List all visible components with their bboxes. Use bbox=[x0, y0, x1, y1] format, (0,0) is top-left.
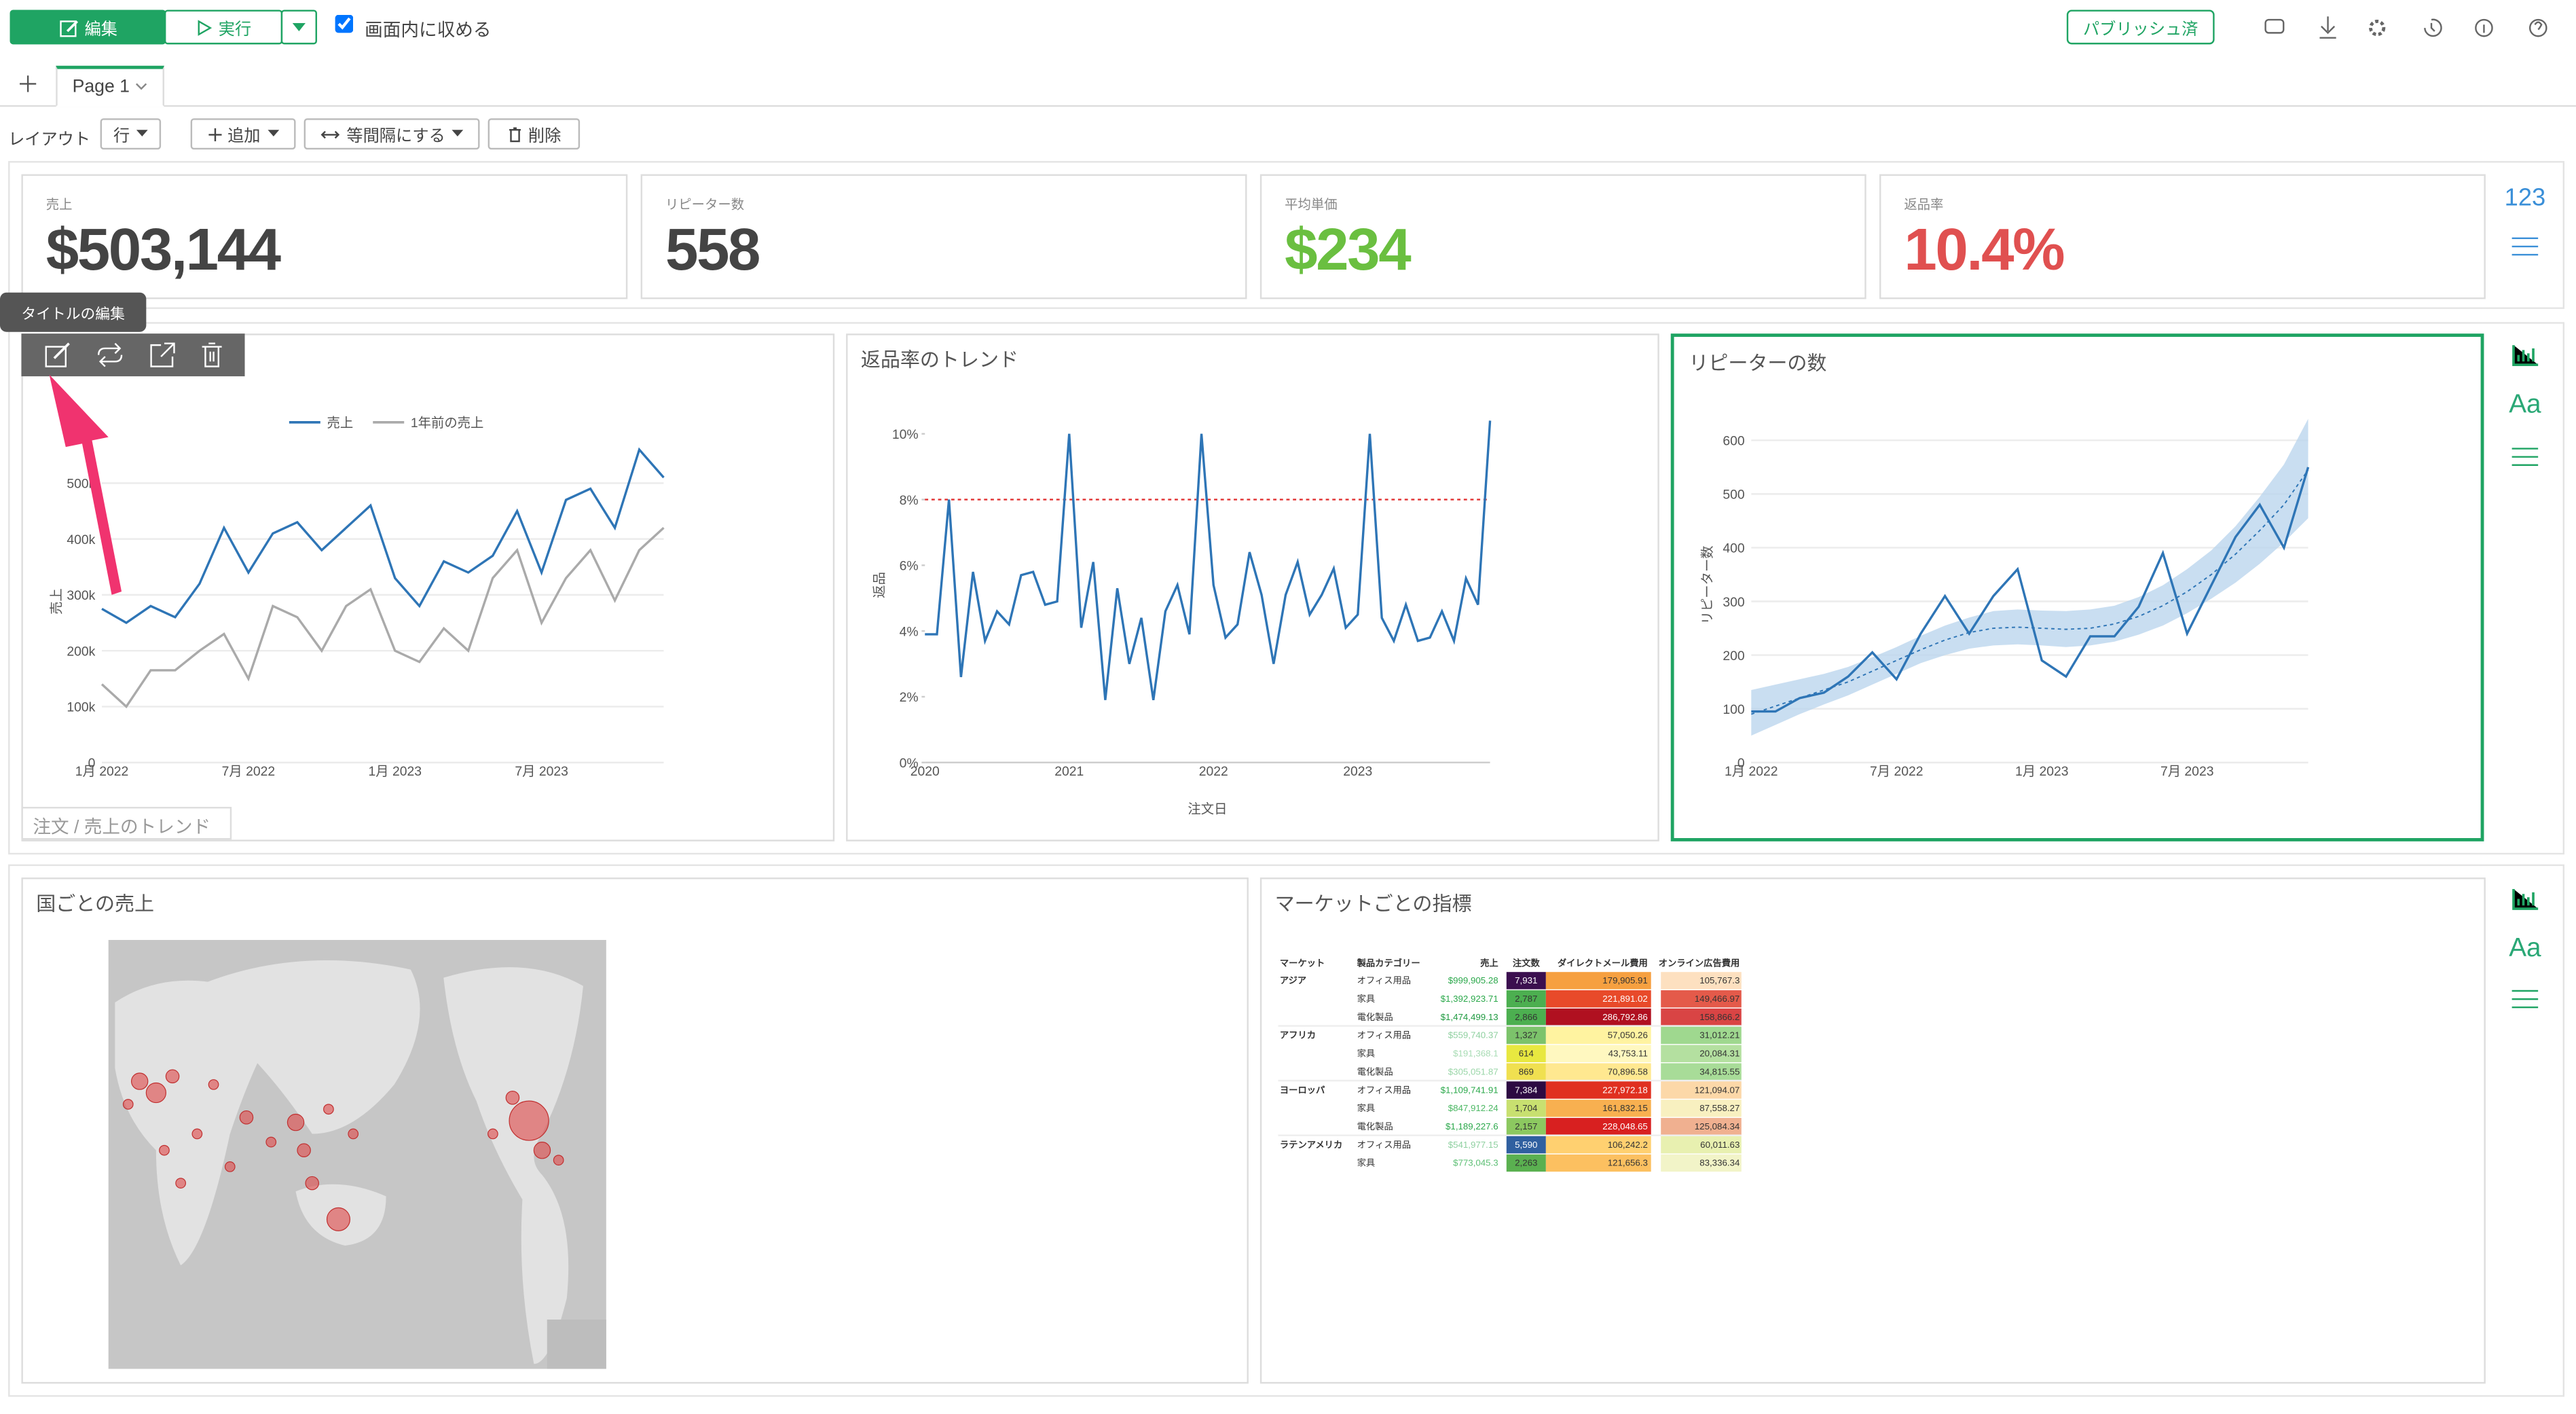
menu-icon[interactable] bbox=[2511, 990, 2539, 1009]
table-panel bbox=[1259, 877, 2486, 1384]
published-label: パブリッシュ済 bbox=[2083, 21, 2198, 40]
run-icon bbox=[198, 19, 213, 35]
caret bbox=[135, 83, 147, 90]
plus-icon bbox=[208, 127, 221, 141]
tab-line bbox=[0, 105, 2576, 107]
trash-icon[interactable] bbox=[200, 342, 223, 368]
spacing-button[interactable]: 等間隔にする bbox=[303, 118, 480, 150]
add-page[interactable] bbox=[18, 74, 38, 94]
run-label: 実行 bbox=[218, 21, 252, 40]
kpi-card: 平均単価 $234 bbox=[1259, 174, 1866, 300]
fit-checkbox[interactable] bbox=[335, 14, 354, 33]
trash-icon bbox=[508, 126, 520, 142]
delete-label: 削除 bbox=[528, 128, 562, 147]
text-icon[interactable]: Aa bbox=[2509, 935, 2541, 963]
caret bbox=[292, 22, 306, 31]
run-button[interactable]: 実行 bbox=[164, 10, 283, 45]
tooltip: タイトルの編集 bbox=[0, 292, 147, 332]
spacing-icon bbox=[320, 130, 339, 138]
top-icons[interactable] bbox=[2251, 10, 2563, 46]
kpi-label: 平均単価 bbox=[1285, 197, 1338, 213]
kpi-value: 10.4% bbox=[1904, 215, 2065, 283]
kpi-row bbox=[8, 161, 2564, 309]
row-label: 行 bbox=[113, 128, 130, 147]
page-tab-label: Page 1 bbox=[72, 77, 130, 97]
annotation-arrow bbox=[49, 374, 122, 595]
chart-icon[interactable] bbox=[2512, 889, 2539, 910]
caret bbox=[136, 130, 148, 137]
menu-icon[interactable] bbox=[2511, 236, 2539, 256]
kpi-label: リピーター数 bbox=[665, 197, 745, 213]
caret bbox=[452, 130, 464, 137]
kpi-card: 売上 $503,144 bbox=[21, 174, 628, 300]
kpi-card: 返品率 10.4% bbox=[1879, 174, 2486, 300]
kpi-card: リピーター数 558 bbox=[640, 174, 1247, 300]
add-label: 追加 bbox=[227, 128, 261, 147]
edit-title-icon[interactable] bbox=[43, 342, 70, 368]
returns-panel bbox=[846, 333, 1659, 841]
spacing-label: 等間隔にする bbox=[346, 128, 445, 147]
layout-label: レイアウト bbox=[8, 131, 91, 150]
delete-button[interactable]: 削除 bbox=[487, 118, 581, 150]
panel-footer[interactable]: 注文 / 売上のトレンド bbox=[21, 807, 232, 840]
edit-label: 編集 bbox=[84, 21, 118, 40]
chart-icon[interactable] bbox=[2512, 345, 2539, 366]
run-dropdown[interactable] bbox=[280, 10, 317, 45]
add-button[interactable]: 追加 bbox=[190, 118, 296, 150]
kpi-value: $503,144 bbox=[45, 215, 281, 283]
page-tab[interactable]: Page 1 bbox=[56, 65, 164, 107]
bottom-row bbox=[8, 864, 2564, 1397]
panel-toolbar bbox=[21, 333, 245, 377]
repeaters-panel[interactable] bbox=[1670, 333, 2484, 841]
menu-icon[interactable] bbox=[2511, 447, 2539, 467]
kpi-label: 返品率 bbox=[1904, 197, 1944, 213]
number-icon[interactable]: 123 bbox=[2504, 183, 2546, 213]
kpi-value: 558 bbox=[665, 215, 761, 283]
swap-icon[interactable] bbox=[94, 342, 124, 368]
caret bbox=[267, 130, 279, 137]
edit-button[interactable]: 編集 bbox=[10, 10, 166, 45]
chart-row bbox=[8, 322, 2564, 855]
text-icon[interactable]: Aa bbox=[2509, 391, 2541, 419]
row-select[interactable]: 行 bbox=[100, 118, 162, 150]
fit-label: 画面内に収める bbox=[365, 21, 492, 41]
kpi-label: 売上 bbox=[45, 197, 73, 213]
map-panel bbox=[21, 877, 1249, 1384]
kpi-value: $234 bbox=[1285, 215, 1412, 283]
edit-icon bbox=[59, 19, 77, 37]
open-icon[interactable] bbox=[149, 342, 175, 368]
published-button[interactable]: パブリッシュ済 bbox=[2066, 10, 2215, 45]
